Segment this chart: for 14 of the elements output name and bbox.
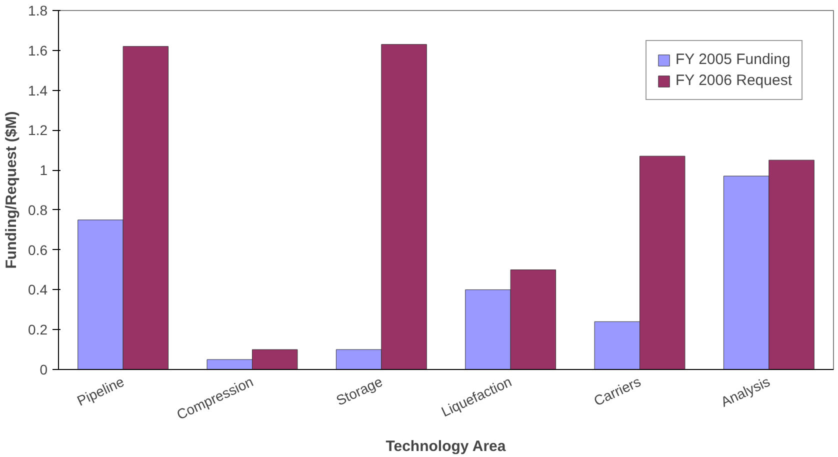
x-axis-title: Technology Area xyxy=(386,438,506,455)
y-tick-label: 0.6 xyxy=(28,242,48,258)
legend-label: FY 2006 Request xyxy=(676,72,792,89)
y-tick-label: 1.2 xyxy=(28,122,48,138)
y-tick-label: 1.6 xyxy=(28,42,48,58)
y-tick-label: 0.4 xyxy=(28,282,48,298)
y-axis-title: Funding/Request ($M) xyxy=(3,111,20,269)
y-tick-label: 1.4 xyxy=(28,82,48,98)
y-tick-label: 0.2 xyxy=(28,322,48,338)
y-tick-label: 1 xyxy=(40,162,48,178)
y-tick-label: 0 xyxy=(40,362,48,378)
y-tick-label: 1.8 xyxy=(28,2,48,18)
y-tick-label: 0.8 xyxy=(28,202,48,218)
legend-label: FY 2005 Funding xyxy=(676,51,790,68)
